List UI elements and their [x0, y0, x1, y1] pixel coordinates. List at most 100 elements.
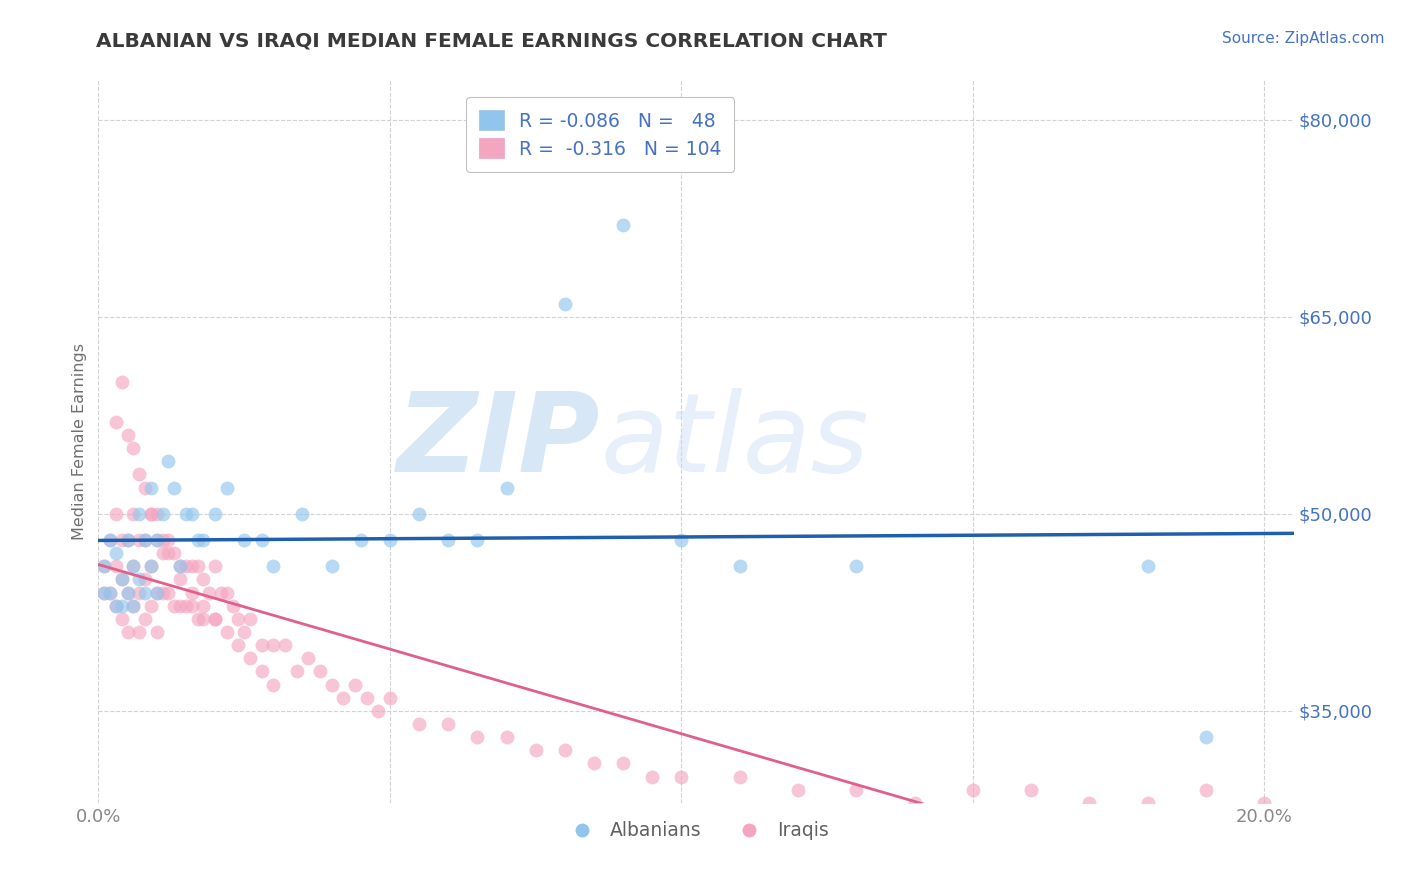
Point [152, 546, 174, 560]
Point [134, 585, 156, 599]
Point [163, 546, 186, 560]
Text: Source: ZipAtlas.com: Source: ZipAtlas.com [1222, 31, 1385, 46]
Point [152, 533, 174, 547]
Point [291, 507, 314, 521]
Point [122, 559, 145, 574]
Point [180, 507, 202, 521]
Point [93, 559, 115, 574]
Point [239, 612, 262, 626]
Point [122, 441, 145, 455]
Point [117, 428, 139, 442]
Point [117, 585, 139, 599]
Text: ZIP: ZIP [396, 388, 600, 495]
Point [157, 533, 180, 547]
Point [157, 546, 180, 560]
Point [233, 625, 256, 640]
Point [145, 507, 167, 521]
Point [193, 599, 215, 613]
Point [139, 559, 162, 574]
Point [239, 651, 262, 665]
Point [139, 507, 162, 521]
Point [903, 796, 925, 810]
Point [356, 690, 378, 705]
Point [612, 218, 634, 232]
Point [193, 533, 215, 547]
Point [93, 585, 115, 599]
Point [169, 573, 191, 587]
Point [186, 533, 208, 547]
Point [250, 665, 273, 679]
Point [111, 573, 134, 587]
Point [1019, 782, 1042, 797]
Point [554, 743, 576, 757]
Point [524, 743, 547, 757]
Y-axis label: Median Female Earnings: Median Female Earnings [72, 343, 87, 540]
Point [180, 599, 202, 613]
Point [152, 585, 174, 599]
Point [139, 599, 162, 613]
Point [111, 612, 134, 626]
Point [1136, 559, 1159, 574]
Point [128, 625, 150, 640]
Point [437, 717, 460, 731]
Point [128, 573, 150, 587]
Point [104, 599, 127, 613]
Point [128, 585, 150, 599]
Point [157, 585, 180, 599]
Point [233, 533, 256, 547]
Point [111, 573, 134, 587]
Point [321, 559, 343, 574]
Point [111, 376, 134, 390]
Point [134, 481, 156, 495]
Point [204, 559, 226, 574]
Point [285, 665, 308, 679]
Point [554, 296, 576, 310]
Point [274, 638, 297, 652]
Point [169, 559, 191, 574]
Point [228, 638, 250, 652]
Point [111, 533, 134, 547]
Point [193, 612, 215, 626]
Point [152, 507, 174, 521]
Point [104, 599, 127, 613]
Point [343, 677, 366, 691]
Point [612, 756, 634, 771]
Point [1253, 796, 1275, 810]
Point [408, 717, 430, 731]
Point [98, 585, 121, 599]
Point [209, 585, 232, 599]
Point [262, 638, 284, 652]
Point [93, 559, 115, 574]
Point [145, 585, 167, 599]
Point [117, 533, 139, 547]
Point [145, 585, 167, 599]
Point [180, 559, 202, 574]
Point [122, 599, 145, 613]
Point [134, 573, 156, 587]
Point [309, 665, 332, 679]
Point [117, 625, 139, 640]
Point [139, 507, 162, 521]
Point [787, 782, 810, 797]
Point [198, 585, 221, 599]
Point [671, 770, 693, 784]
Point [1195, 730, 1218, 744]
Point [145, 625, 167, 640]
Point [641, 770, 664, 784]
Point [163, 599, 186, 613]
Point [104, 507, 127, 521]
Point [93, 585, 115, 599]
Point [104, 415, 127, 429]
Point [111, 599, 134, 613]
Text: atlas: atlas [600, 388, 869, 495]
Point [962, 782, 984, 797]
Point [262, 677, 284, 691]
Point [262, 559, 284, 574]
Point [174, 599, 197, 613]
Point [728, 770, 751, 784]
Point [1136, 796, 1159, 810]
Point [145, 533, 167, 547]
Text: ALBANIAN VS IRAQI MEDIAN FEMALE EARNINGS CORRELATION CHART: ALBANIAN VS IRAQI MEDIAN FEMALE EARNINGS… [96, 31, 886, 50]
Point [437, 533, 460, 547]
Point [495, 481, 517, 495]
